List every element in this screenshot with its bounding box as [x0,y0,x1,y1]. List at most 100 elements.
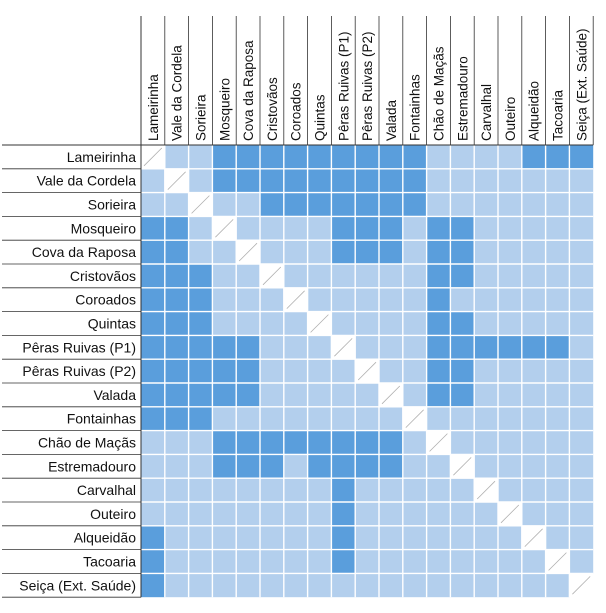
row-label: Mosqueiro [71,220,137,236]
cell-connected [212,145,237,169]
cell-connected [355,192,379,217]
cell-unconnected [450,192,475,217]
column-label: Fontainhas [408,74,423,141]
cell-unconnected [474,454,498,479]
cell-unconnected [521,573,546,598]
cell-unconnected [355,287,379,312]
cell-unconnected [521,454,546,479]
row-label: Seiça (Ext. Saúde) [19,577,136,593]
cell-unconnected [498,192,522,217]
cell-unconnected [307,549,332,574]
cell-connected [331,502,356,526]
cell-unconnected [307,525,332,550]
cell-connected [307,145,332,169]
cell-unconnected [283,406,308,431]
cell-unconnected [545,383,570,407]
cell-unconnected [260,335,284,360]
cell-unconnected [426,549,451,574]
cell-connected [164,311,189,336]
cell-unconnected [498,525,522,550]
cell-unconnected [355,573,379,598]
cell-unconnected [355,502,379,526]
diagonal-slash [405,409,424,428]
cell-connected [141,406,165,431]
column-label: Vale da Cordela [170,45,185,141]
cell-unconnected [260,287,284,312]
cell-unconnected [545,264,570,288]
cell-connected [141,525,165,550]
cell-unconnected [236,264,260,288]
cell-unconnected [283,335,308,360]
cell-unconnected [379,573,403,598]
cell-unconnected [474,430,498,455]
cell-unconnected [164,478,189,502]
cell-unconnected [450,525,475,550]
cell-unconnected [474,240,498,264]
cell-unconnected [545,573,570,598]
cell-connected [379,240,403,264]
cell-unconnected [236,478,260,502]
cell-unconnected [331,406,356,431]
cell-unconnected [426,478,451,502]
cell-unconnected [188,430,213,455]
column-label: Carvalhal [479,84,494,141]
cell-connected [355,145,379,169]
cell-connected [212,454,237,479]
cell-unconnected [283,216,308,241]
cell-unconnected [498,311,522,336]
cell-unconnected [212,264,237,288]
cell-unconnected [450,549,475,574]
column-label: Outeiro [503,97,518,141]
cell-unconnected [141,454,165,479]
cell-connected [355,168,379,193]
cell-unconnected [260,240,284,264]
diagonal-slash [357,361,377,381]
cell-unconnected [474,192,498,217]
cell-connected [236,430,260,455]
cell-unconnected [164,145,189,169]
cell-unconnected [569,430,594,455]
cell-connected [426,311,451,336]
diagonal-slash [191,195,210,214]
cell-connected [164,287,189,312]
cell-unconnected [545,168,570,193]
cell-connected [260,454,284,479]
cell-unconnected [164,192,189,217]
cell-connected [236,335,260,360]
cell-unconnected [355,549,379,574]
cell-unconnected [260,406,284,431]
cell-unconnected [474,406,498,431]
cell-unconnected [545,430,570,455]
cell-connected [545,145,570,169]
cell-unconnected [569,525,594,550]
cell-unconnected [307,216,332,241]
cell-unconnected [260,478,284,502]
diagonal-slash [476,480,496,500]
cell-connected [164,264,189,288]
cell-unconnected [498,168,522,193]
cell-unconnected [498,573,522,598]
cell-unconnected [379,525,403,550]
cell-connected [331,525,356,550]
cell-unconnected [283,264,308,288]
cell-connected [331,216,356,241]
cell-unconnected [164,502,189,526]
cell-connected [164,359,189,383]
cell-connected [450,311,475,336]
diagonal-slash [500,504,520,524]
cell-unconnected [212,240,237,264]
cell-unconnected [474,168,498,193]
cell-unconnected [426,192,451,217]
cell-unconnected [402,335,427,360]
cell-connected [450,335,475,360]
cell-unconnected [450,478,475,502]
cell-unconnected [426,502,451,526]
row-label: Alqueidão [74,530,136,546]
cell-unconnected [212,192,237,217]
cell-unconnected [379,264,403,288]
cell-unconnected [307,264,332,288]
cell-connected [426,383,451,407]
cell-unconnected [450,430,475,455]
cell-unconnected [307,335,332,360]
cell-connected [331,430,356,455]
